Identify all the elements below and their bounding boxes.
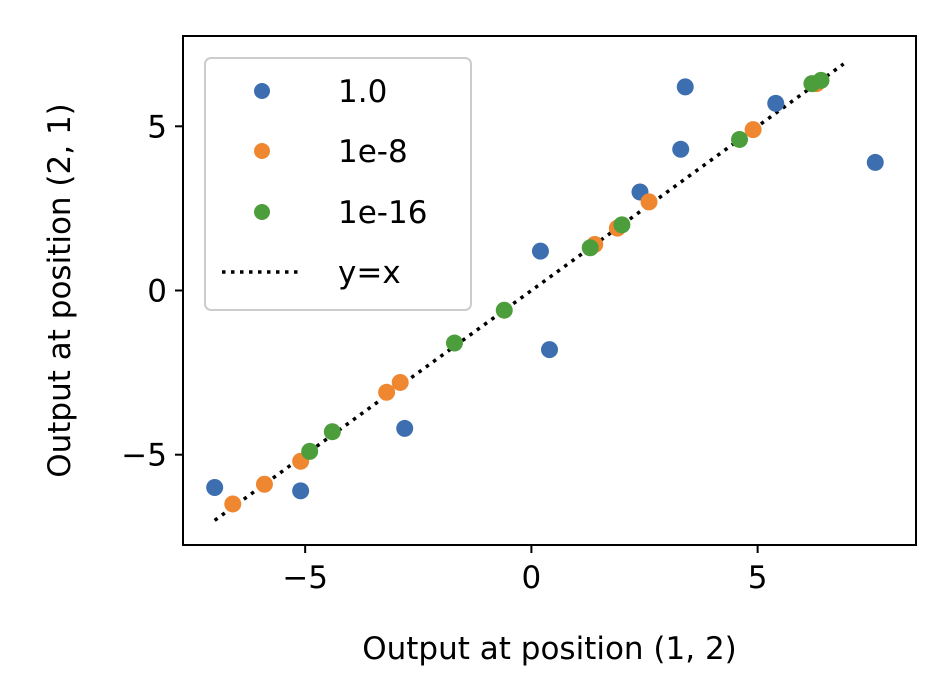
data-point-series-1-4	[531, 242, 549, 260]
data-point-series-1-7	[672, 140, 690, 158]
legend: 1.0 1e-8 1e-16 y=x	[204, 57, 472, 311]
data-point-series-3-3	[445, 334, 463, 352]
data-point-series-2-5	[391, 373, 409, 391]
data-points-layer	[206, 71, 884, 513]
legend-marker-series-2	[254, 143, 270, 159]
data-point-series-1-10	[866, 153, 884, 171]
data-point-series-1-5	[541, 341, 558, 359]
data-point-series-1-1	[206, 479, 224, 497]
data-point-series-1-2	[292, 482, 310, 500]
data-point-series-1-8	[676, 78, 694, 96]
data-point-series-2-1	[224, 495, 242, 513]
x-tick-label-3: 5	[748, 560, 768, 596]
data-point-series-3-1	[301, 442, 319, 460]
legend-label-series-3: 1e-16	[338, 195, 427, 231]
legend-entry-reference-line: y=x	[222, 255, 401, 291]
y-tick-label-1: −5	[121, 438, 167, 474]
legend-label-reference-line: y=x	[338, 255, 401, 291]
data-point-series-2-2	[255, 475, 273, 493]
legend-box	[204, 57, 472, 311]
x-tick-label-1: −5	[282, 560, 328, 596]
data-point-series-2-9	[744, 121, 762, 139]
legend-entry-series-1: 1.0	[254, 74, 387, 110]
data-point-series-2-4	[378, 383, 396, 401]
legend-label-series-1: 1.0	[338, 74, 387, 110]
legend-label-series-2: 1e-8	[338, 134, 408, 170]
y-tick-label-3: 5	[147, 109, 167, 145]
data-point-series-1-9	[767, 94, 785, 112]
data-point-series-1-3	[396, 419, 414, 437]
data-point-series-3-9	[812, 71, 830, 89]
legend-marker-series-1	[254, 83, 270, 99]
data-point-series-3-7	[731, 130, 749, 148]
plot-area	[182, 35, 917, 546]
reference-line-layer	[213, 62, 845, 522]
legend-entry-series-2: 1e-8	[254, 134, 408, 170]
y-axis-ticks: −5 0 5	[121, 109, 183, 474]
y-tick-label-2: 0	[147, 274, 167, 310]
data-point-series-3-6	[613, 216, 631, 234]
data-point-series-3-4	[495, 301, 513, 319]
legend-entry-series-3: 1e-16	[254, 195, 427, 231]
x-tick-label-2: 0	[522, 560, 542, 596]
data-point-series-3-5	[581, 239, 599, 257]
y-axis-label: Output at position (2, 1)	[42, 103, 78, 478]
data-point-series-2-8	[640, 193, 658, 211]
data-point-series-3-2	[323, 423, 341, 441]
legend-marker-series-3	[254, 204, 270, 220]
reference-line	[213, 62, 845, 522]
x-axis-label: Output at position (1, 2)	[362, 631, 737, 667]
x-axis-ticks: −5 0 5	[282, 545, 768, 596]
